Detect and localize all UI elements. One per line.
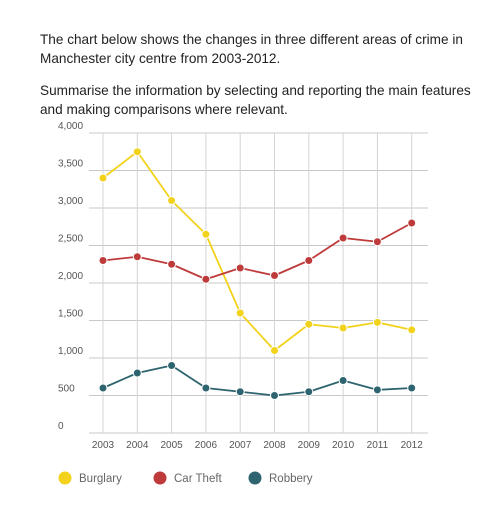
x-tick-label: 2009	[298, 440, 321, 451]
x-tick-label: 2012	[401, 440, 424, 451]
data-point-car-theft	[270, 271, 279, 280]
data-point-robbery	[304, 387, 314, 397]
data-point-car-theft	[201, 274, 211, 284]
data-point-burglary	[270, 346, 279, 355]
legend-label-robbery: Robbery	[269, 473, 313, 485]
data-point-robbery	[167, 361, 177, 370]
data-point-burglary	[372, 317, 382, 327]
legend-marker-car-theft	[153, 471, 167, 485]
x-tick-label: 2010	[332, 440, 355, 451]
x-tick-label: 2008	[263, 440, 286, 451]
y-tick-label: 4,000	[58, 121, 83, 132]
legend-marker-robbery	[248, 471, 262, 485]
y-tick-label: 3,000	[58, 196, 83, 207]
data-point-burglary	[132, 147, 142, 157]
y-tick-label: 1,000	[58, 346, 83, 357]
y-tick-label: 3,500	[58, 159, 83, 170]
x-tick-label: 2007	[229, 440, 252, 451]
data-point-robbery	[270, 391, 279, 400]
x-tick-label: 2004	[126, 440, 149, 451]
data-point-robbery	[98, 383, 108, 393]
y-tick-label: 0	[58, 421, 64, 432]
data-point-burglary	[407, 325, 417, 335]
y-tick-label: 2,500	[58, 234, 83, 245]
data-point-robbery	[338, 376, 348, 385]
data-point-robbery	[407, 383, 417, 393]
y-tick-label: 500	[58, 384, 75, 395]
series-line-burglary	[102, 150, 412, 352]
data-point-robbery	[372, 385, 382, 395]
data-point-burglary	[235, 308, 245, 318]
x-tick-label: 2005	[160, 440, 183, 451]
data-point-burglary	[338, 323, 348, 333]
legend-label-car-theft: Car Theft	[174, 473, 223, 485]
data-point-car-theft	[235, 263, 245, 273]
y-tick-label: 2,000	[58, 271, 83, 282]
data-point-burglary	[98, 173, 108, 183]
x-tick-label: 2011	[367, 440, 389, 451]
data-point-car-theft	[304, 256, 314, 265]
data-point-burglary	[201, 229, 211, 239]
task-prompt: The chart below shows the changes in thr…	[40, 30, 480, 132]
legend-marker-burglary	[58, 471, 72, 485]
prompt-paragraph-1: The chart below shows the changes in thr…	[40, 32, 463, 66]
data-point-car-theft	[372, 237, 382, 247]
data-point-car-theft	[132, 252, 142, 262]
series-line-robbery	[102, 364, 412, 397]
data-point-burglary	[304, 319, 314, 329]
data-point-car-theft	[338, 233, 348, 243]
data-point-robbery	[132, 368, 142, 378]
x-tick-label: 2006	[195, 440, 218, 451]
y-tick-label: 1,500	[58, 309, 83, 320]
data-point-robbery	[235, 387, 245, 397]
series-line-car-theft	[102, 222, 413, 281]
data-point-car-theft	[98, 256, 108, 265]
legend-label-burglary: Burglary	[79, 473, 122, 485]
data-point-robbery	[201, 383, 211, 393]
data-point-car-theft	[167, 259, 177, 269]
x-tick-label: 2003	[92, 440, 115, 451]
data-point-burglary	[167, 196, 177, 205]
data-point-car-theft	[407, 218, 417, 228]
prompt-paragraph-2: Summarise the information by selecting a…	[40, 83, 471, 117]
